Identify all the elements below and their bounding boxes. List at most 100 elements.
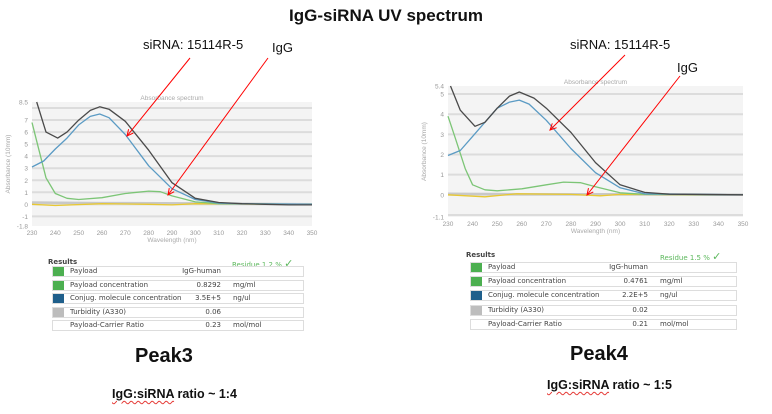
arrow-line — [167, 57, 269, 196]
check-icon: ✓ — [712, 250, 722, 263]
row-value: IgG-human — [609, 263, 648, 271]
x-tick-label: 250 — [73, 230, 84, 237]
color-swatch-payload — [471, 277, 482, 287]
arrow-line — [126, 57, 191, 137]
results-row: Payload IgG-human — [470, 262, 737, 273]
y-tick-label: 2 — [440, 152, 444, 159]
y-tick-label: -1.8 — [17, 224, 29, 231]
series-line-igg — [31, 122, 313, 205]
color-swatch-turbidity — [53, 307, 64, 317]
row-label: Payload — [488, 263, 516, 271]
igg-annotation-right: IgG — [677, 60, 698, 75]
y-tick-label: 3 — [24, 166, 28, 173]
y-tick-label: 4 — [440, 112, 444, 119]
results-row: Payload IgG-human — [52, 266, 304, 277]
arrowhead-icon — [126, 129, 134, 137]
annotation-arrow — [167, 57, 269, 196]
row-value: 0.23 — [205, 321, 221, 330]
row-label: Payload concentration — [70, 280, 149, 289]
results-row: Payload-Carrier Ratio 0.21 mol/mol — [470, 318, 737, 330]
ratio-label: IgG:siRNA — [547, 378, 610, 392]
x-tick-label: 320 — [237, 230, 248, 237]
x-tick-label: 280 — [565, 221, 576, 228]
series-line-sirna — [31, 113, 313, 205]
row-label: Turbidity (A330) — [488, 305, 545, 314]
results-title: Results — [466, 251, 496, 259]
row-value: 0.4761 — [623, 277, 649, 286]
x-tick-label: 340 — [283, 230, 294, 237]
x-tick-label: 350 — [738, 221, 749, 228]
arrow-line — [586, 75, 681, 196]
results-row: Payload concentration 0.4761 mg/ml — [470, 276, 737, 288]
igg-annotation-left: IgG — [272, 40, 293, 55]
row-label: Payload concentration — [488, 277, 567, 286]
plot-area — [448, 86, 743, 217]
color-swatch-payload — [53, 280, 64, 290]
row-value: 3.5E+5 — [195, 294, 221, 303]
slide-title: IgG-siRNA UV spectrum — [289, 6, 483, 25]
x-tick-label: 240 — [467, 221, 478, 228]
chart-title: Absorbance spectrum — [140, 95, 203, 102]
x-tick-label: 340 — [713, 221, 724, 228]
ratio-value: ratio ~ 1:5 — [609, 378, 672, 392]
chart-title: Absorbance spectrum — [564, 79, 627, 86]
y-tick-label: 8.5 — [19, 100, 28, 107]
x-tick-label: 270 — [120, 230, 131, 237]
x-tick-label: 350 — [307, 230, 318, 237]
x-tick-label: 290 — [167, 230, 178, 237]
x-tick-label: 270 — [541, 221, 552, 228]
series-line-yellow — [31, 203, 313, 207]
x-tick-label: 290 — [590, 221, 601, 228]
ratio-label: IgG:siRNA — [112, 387, 175, 401]
y-tick-label: 7 — [24, 118, 28, 125]
annotation-arrow — [586, 75, 681, 196]
row-value: 0.8292 — [196, 280, 222, 289]
series-line-yellow — [447, 193, 744, 198]
arrow-line — [549, 54, 626, 131]
results-row: Conjug. molecule concentration 2.2E+5 ng… — [470, 290, 737, 302]
x-tick-label: 300 — [190, 230, 201, 237]
row-label: Payload-Carrier Ratio — [70, 321, 144, 330]
sirna-annotation-right: siRNA: 15114R-5 — [570, 37, 671, 52]
x-axis-label: Wavelength (nm) — [147, 237, 196, 244]
x-tick-label: 310 — [639, 221, 650, 228]
arrowhead-icon — [167, 188, 175, 196]
results-row: Payload-Carrier Ratio 0.23 mol/mol — [52, 320, 304, 332]
arrowhead-icon — [586, 188, 594, 196]
x-tick-label: 310 — [213, 230, 224, 237]
x-tick-label: 300 — [615, 221, 626, 228]
row-unit: mol/mol — [660, 319, 689, 328]
x-tick-label: 240 — [50, 230, 61, 237]
x-tick-label: 330 — [688, 221, 699, 228]
row-value: IgG-human — [182, 267, 221, 275]
y-tick-label: -1.1 — [433, 215, 445, 222]
row-value: 0.06 — [205, 307, 221, 316]
row-label: Turbidity (A330) — [70, 307, 127, 316]
check-icon: ✓ — [284, 257, 294, 270]
x-tick-label: 230 — [443, 221, 454, 228]
annotation-arrow — [549, 54, 626, 131]
x-tick-label: 250 — [492, 221, 503, 228]
y-tick-label: 2 — [24, 178, 28, 185]
annotation-arrow — [126, 57, 191, 137]
color-swatch-conjug — [53, 294, 64, 304]
y-tick-label: 6 — [24, 130, 28, 137]
x-tick-label: 280 — [143, 230, 154, 237]
color-swatch-conjug — [471, 291, 482, 301]
series-line-total — [36, 101, 312, 206]
y-tick-label: -1 — [22, 214, 28, 221]
row-label: Conjug. molecule concentration — [70, 294, 182, 303]
residue-status: Residue 1.5 % ✓ — [660, 250, 721, 263]
x-tick-label: 260 — [516, 221, 527, 228]
peak-label-right: Peak4 — [570, 343, 628, 365]
color-swatch-payload — [471, 263, 482, 272]
x-tick-label: 260 — [97, 230, 108, 237]
results-row: Turbidity (A330) 0.02 — [470, 304, 737, 316]
results-row: Conjug. molecule concentration 3.5E+5 ng… — [52, 293, 304, 305]
sirna-annotation-left: siRNA: 15114R-5 — [143, 37, 244, 52]
row-unit: mol/mol — [233, 321, 262, 330]
residue-text: Residue 1.2 % — [232, 261, 282, 269]
